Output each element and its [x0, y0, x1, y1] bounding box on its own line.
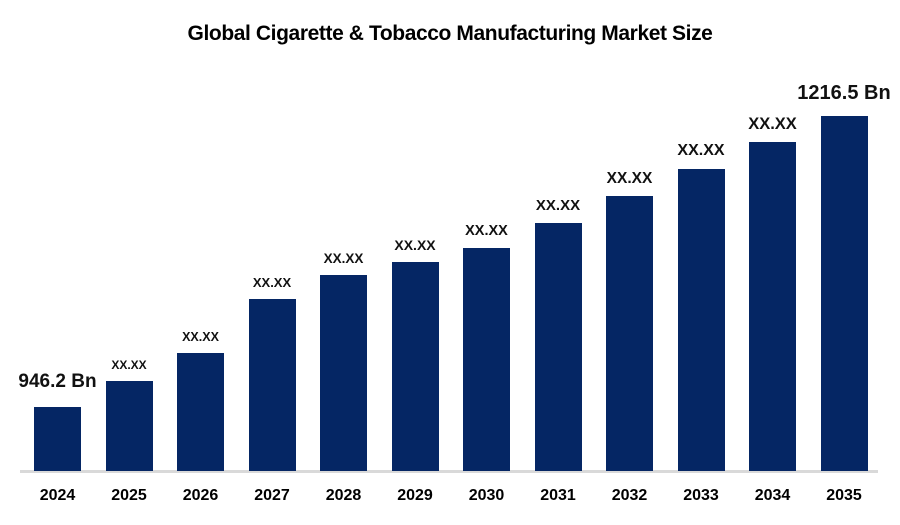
bar-2025 [105, 381, 153, 471]
x-axis-label-2032: 2032 [611, 487, 648, 504]
bar-2031 [534, 223, 582, 471]
bar-2028 [320, 275, 367, 471]
bar-value-label-2029: XX.XX [394, 237, 436, 253]
x-axis-label-2035: 2035 [826, 487, 862, 504]
bar-value-label-2032: XX.XX [606, 169, 653, 187]
bar-2032 [606, 196, 653, 471]
x-axis-label-2029: 2029 [397, 487, 433, 504]
bar-value-label-2033: XX.XX [677, 142, 725, 159]
bar-2035 [820, 116, 868, 471]
bar-2027 [248, 299, 296, 471]
x-axis-line [20, 470, 878, 473]
bar-value-label-2030: XX.XX [465, 222, 508, 239]
bar-2034 [749, 142, 796, 471]
bar-value-label-2027: XX.XX [252, 275, 292, 290]
x-axis-label-2028: 2028 [325, 487, 362, 504]
x-axis-label-2026: 2026 [182, 487, 219, 504]
bar-2029 [391, 262, 439, 471]
bar-value-label-2025: XX.XX [111, 358, 147, 372]
bar-value-label-2031: XX.XX [535, 197, 581, 214]
bar-2026 [177, 353, 224, 471]
x-axis-label-2030: 2030 [468, 487, 505, 504]
chart-title: Global Cigarette & Tobacco Manufacturing… [187, 22, 713, 45]
x-axis-label-2033: 2033 [683, 487, 719, 504]
bar-2030 [463, 248, 510, 471]
bar-2033 [677, 169, 725, 471]
bar-value-label-2028: XX.XX [323, 250, 364, 266]
bar-value-label-2035: 1216.5 Bn [797, 82, 891, 104]
bar-value-label-2034: XX.XX [748, 114, 797, 133]
bar-2024 [34, 407, 81, 471]
x-axis-label-2034: 2034 [754, 487, 791, 504]
x-axis-label-2031: 2031 [540, 487, 576, 504]
x-axis-label-2025: 2025 [111, 487, 147, 504]
x-axis-label-2027: 2027 [254, 487, 290, 504]
bar-value-label-2026: XX.XX [182, 329, 219, 344]
bar-value-label-2024: 946.2 Bn [18, 371, 97, 392]
x-axis-label-2024: 2024 [39, 487, 76, 504]
